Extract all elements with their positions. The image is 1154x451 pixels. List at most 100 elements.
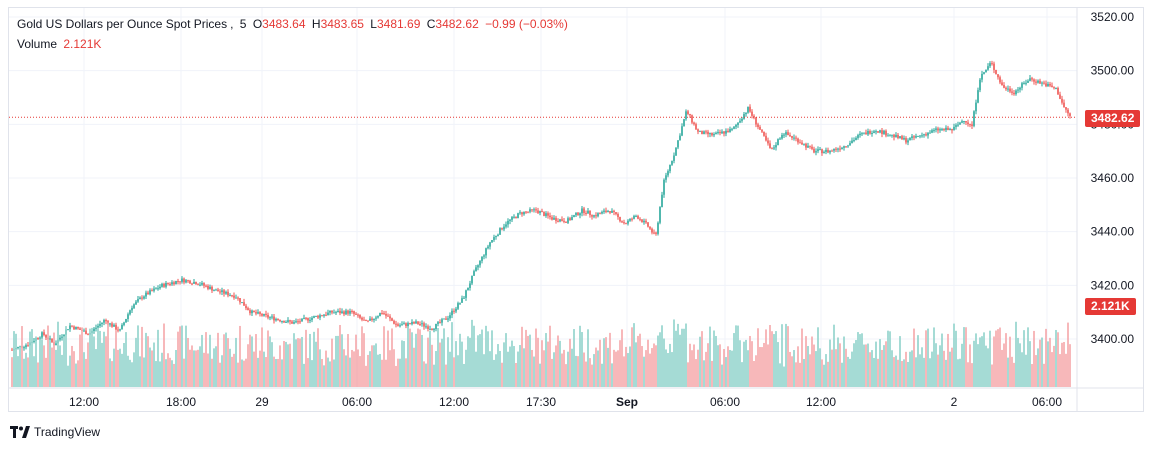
candle-body: [445, 318, 447, 320]
candle-body: [525, 211, 527, 213]
candle-body: [523, 211, 525, 215]
volume-bar: [595, 347, 597, 387]
candle-body: [749, 106, 751, 112]
candle-body: [379, 313, 381, 317]
candle-body: [845, 146, 847, 148]
volume-bar: [109, 358, 111, 387]
volume-bar: [537, 337, 539, 387]
candle-body: [127, 314, 129, 319]
time-tick-label: 12:00: [439, 395, 469, 409]
volume-bar: [97, 327, 99, 387]
candle-body: [1019, 87, 1021, 90]
volume-bar: [697, 349, 699, 387]
volume-bar: [937, 354, 939, 387]
volume-bar: [999, 327, 1001, 387]
candle-body: [713, 134, 715, 136]
volume-bar: [729, 349, 731, 387]
candle-body: [85, 330, 87, 335]
candle-body: [465, 290, 467, 298]
candle-body: [741, 118, 743, 121]
volume-bar: [665, 349, 667, 387]
volume-bar: [43, 345, 45, 387]
candle-body: [273, 316, 275, 321]
candle-body: [651, 228, 653, 233]
candle-body: [275, 318, 277, 321]
volume-bar: [791, 356, 793, 387]
volume-bar: [343, 349, 345, 387]
tradingview-logo[interactable]: TradingView: [10, 425, 100, 439]
volume-bar: [809, 354, 811, 387]
volume-bar: [485, 325, 487, 387]
symbol-name[interactable]: Gold US Dollars per Ounce Spot Prices: [17, 17, 228, 31]
volume-bar: [263, 351, 265, 387]
volume-bar: [199, 346, 201, 387]
time-tick-label: 06:00: [342, 395, 372, 409]
candle-body: [783, 134, 785, 136]
candle-body: [531, 209, 533, 211]
candle-body: [439, 322, 441, 324]
price-tick-label: 3440.00: [1091, 225, 1135, 239]
volume-bar: [371, 345, 373, 387]
volume-bar: [1003, 343, 1005, 387]
volume-bar: [475, 351, 477, 387]
candle-body: [559, 219, 561, 222]
candle-body: [923, 134, 925, 136]
volume-bar: [285, 341, 287, 387]
volume-bar: [841, 362, 843, 387]
volume-bar: [243, 360, 245, 387]
volume-bar: [53, 332, 55, 387]
candle-body: [113, 324, 115, 327]
volume-bar: [561, 353, 563, 387]
candle-body: [143, 296, 145, 299]
volume-bar: [601, 363, 603, 387]
candle-body: [583, 208, 585, 213]
candle-body: [669, 164, 671, 172]
candle-body: [839, 148, 841, 150]
volume-bar: [479, 334, 481, 387]
volume-bar: [217, 332, 219, 387]
candle-body: [925, 134, 927, 136]
volume-bar: [333, 359, 335, 387]
candle-body: [945, 127, 947, 131]
candle-body: [421, 323, 423, 325]
candle-body: [371, 318, 373, 321]
candle-body: [17, 346, 19, 348]
volume-bar: [235, 337, 237, 387]
volume-bar: [23, 358, 25, 387]
volume-bar: [893, 357, 895, 387]
volume-bar: [517, 351, 519, 387]
volume-bar: [129, 359, 131, 387]
volume-bar: [313, 331, 315, 387]
volume-bar: [1063, 342, 1065, 387]
candle-body: [291, 321, 293, 324]
volume-bar: [935, 343, 937, 387]
candle-body: [633, 215, 635, 219]
volume-bar: [277, 358, 279, 387]
candle-body: [219, 291, 221, 293]
candle-body: [79, 328, 81, 330]
candle-body: [1045, 83, 1047, 87]
last-volume-tag: 2.121K: [1085, 298, 1136, 315]
volume-label[interactable]: Volume: [17, 37, 58, 51]
candle-body: [985, 69, 987, 73]
candle-body: [45, 334, 47, 338]
candle-body: [441, 319, 443, 323]
candle-body: [797, 138, 799, 143]
volume-bar: [931, 351, 933, 387]
candle-body: [137, 299, 139, 302]
volume-bar: [621, 329, 623, 387]
interval-label[interactable]: 5: [239, 17, 247, 31]
volume-bar: [693, 344, 695, 387]
candle-body: [197, 284, 199, 286]
candle-body: [375, 317, 377, 319]
volume-bar: [735, 325, 737, 387]
candle-body: [607, 211, 609, 213]
candle-body: [499, 228, 501, 235]
candle-body: [423, 323, 425, 327]
volume-bar: [911, 350, 913, 387]
candle-body: [637, 215, 639, 219]
candle-body: [491, 239, 493, 243]
volume-bar: [623, 356, 625, 387]
volume-bar: [633, 323, 635, 387]
